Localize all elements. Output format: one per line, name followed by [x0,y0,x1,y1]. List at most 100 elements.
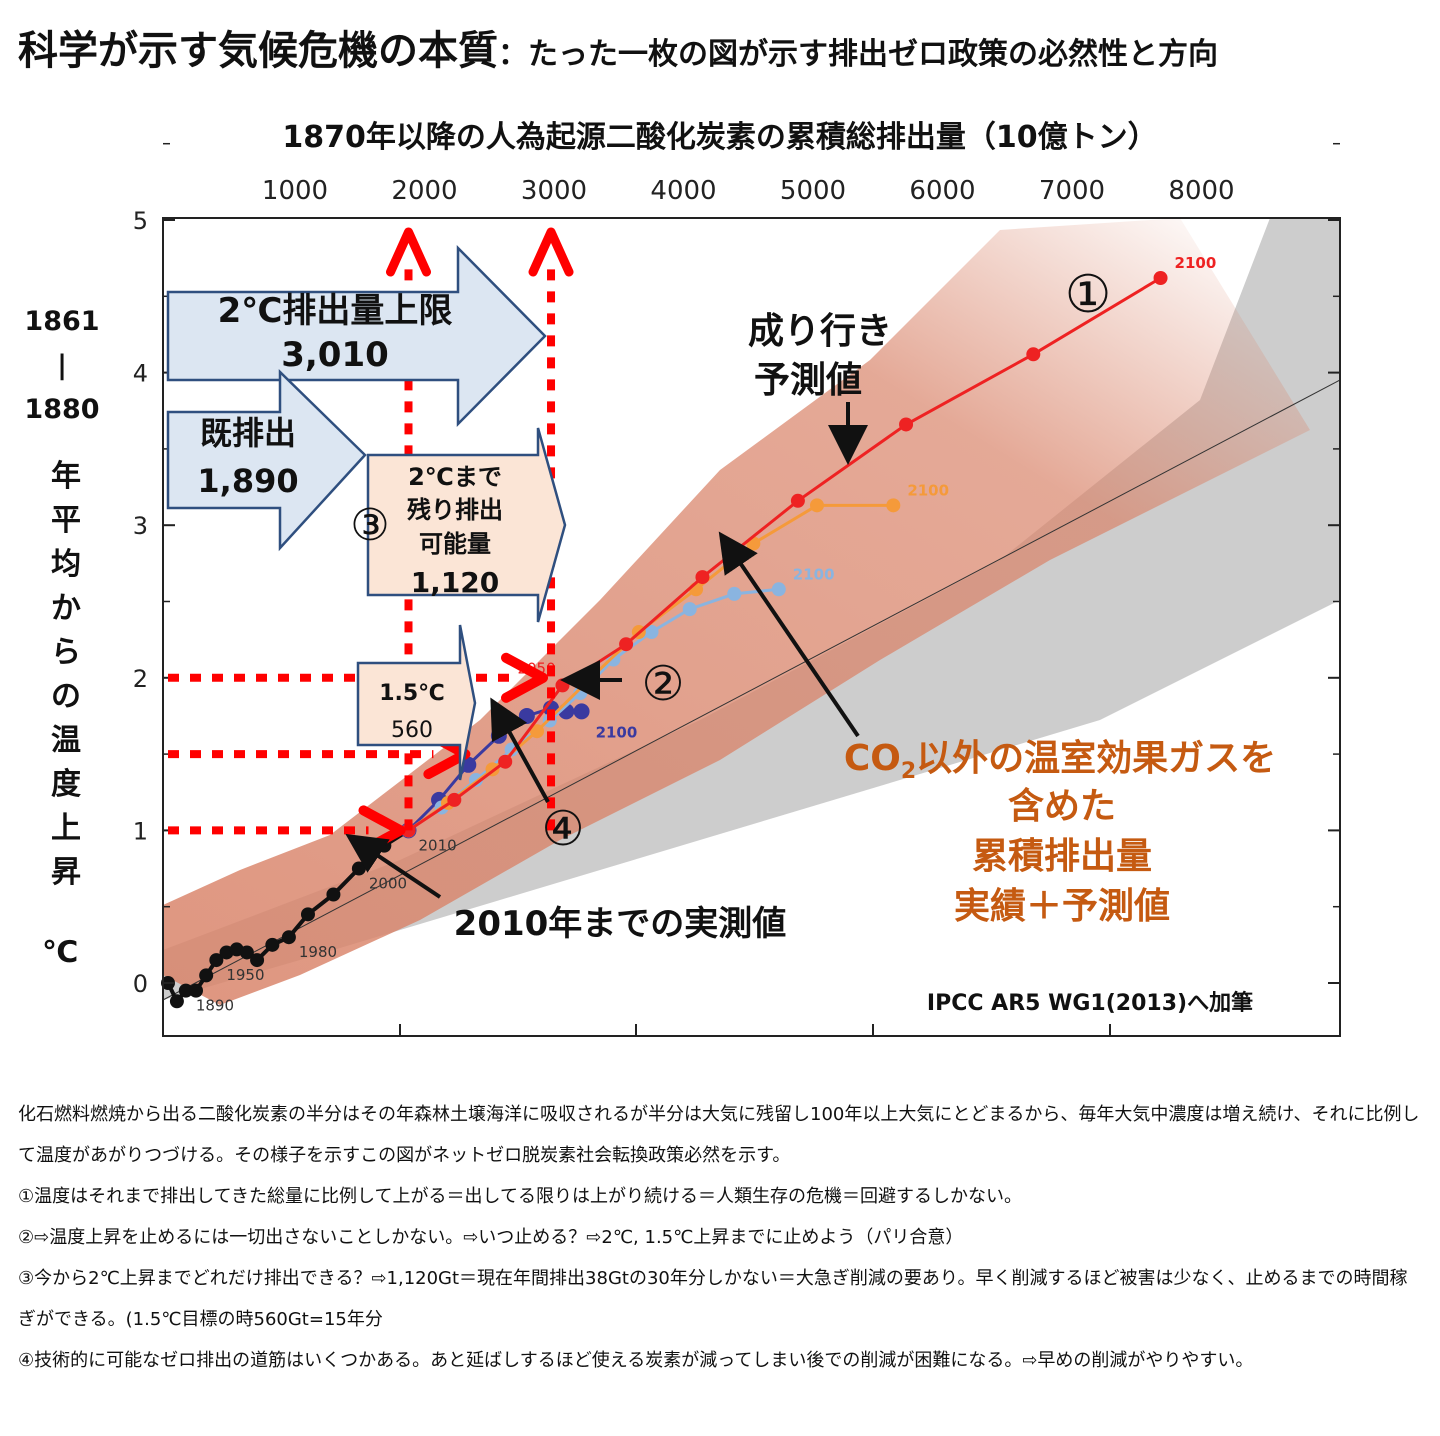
data-point-observed [326,887,341,902]
top-tick-label: 2000 [391,176,457,206]
notes: 化石燃料燃焼から出る二酸化炭素の半分はその年森林土壌海洋に吸収されるが半分は大気… [18,1094,1423,1381]
non-co2-label-sub: 2 [901,759,916,784]
data-point-observed [351,861,366,876]
series-end-label: 2100 [793,565,835,583]
series-line-rcp85 [407,276,1162,832]
y-label-year-end: 1880 [24,394,100,425]
data-point-rcp85 [498,754,513,769]
black-arrow-4 [490,697,550,803]
data-point-rcp45 [682,602,697,617]
red-arrowhead-right [501,652,549,703]
top-tick-label: 5000 [780,176,846,206]
note-paragraph: ②⇨温度上昇を止めるには一切出さないことしかない。⇨いつ止める？⇨2℃, 1.5… [18,1227,964,1248]
data-point-observed [250,953,265,968]
box-15c-value: 560 [391,718,433,743]
series-end-label: 2100 [596,723,638,741]
circle-number-3: ③ [350,500,389,551]
data-point-rcp26 [518,707,535,724]
central-trend-line [163,379,1340,1001]
note-paragraph: 化石燃料燃焼から出る二酸化炭素の半分はその年森林土壌海洋に吸収されるが半分は大気… [18,1104,1420,1166]
arrow-emitted [166,369,367,552]
y-tick-label: 4 [133,360,148,388]
y-axis-label-years: 1861 | 1880 [20,300,104,432]
top-tick-label: 4000 [650,176,716,206]
plot-frame [162,217,1341,1037]
arrow-remaining [366,427,567,623]
data-point-rcp45 [644,625,659,640]
y-label-char: 上 [51,811,81,846]
box-remaining-line: 残り排出 [407,496,503,524]
y-label-char: 年 [51,459,81,494]
box-emitted-value: 1,890 [197,462,298,500]
data-point-observed [169,994,184,1009]
data-point-rcp85 [619,637,634,652]
data-point-observed [265,937,280,952]
box-remaining-line: 2℃まで [408,463,502,491]
data-point-observed [199,968,214,983]
y-label-year-start: 1861 [24,306,100,337]
y-tick-label: 3 [133,512,148,540]
circle-number-1: ① [1065,265,1112,325]
year-label: 2000 [369,875,407,893]
box-2c-limit-value: 3,010 [281,335,389,375]
box-2c-limit-label: 2℃排出量上限 [218,291,453,331]
observed-label: 2010年までの実測値 [454,904,787,944]
page-title: 科学が示す気候危機の本質：たった一枚の図が示す排出ゼロ政策の必然性と方向 [18,18,1218,76]
y-axis-unit: ℃ [42,935,79,970]
non-co2-label-rest: 以外の温室効果ガスを [916,738,1276,779]
data-point-rcp85 [1026,347,1041,362]
note-paragraph: ①温度はそれまで排出してきた総量に比例して上がる＝出してる限りは上がり続ける＝人… [18,1186,1022,1207]
top-tick-label: 3000 [521,176,587,206]
bau-label-line: 成り行き [748,311,892,352]
box-remaining-value: 1,120 [411,566,500,599]
non-co2-label-line: CO2以外の温室効果ガスを [844,738,1276,784]
box-15c-label: 1.5℃ [379,681,445,706]
y-label-year-sep: | [57,350,67,381]
y-tick-label: 0 [133,970,148,998]
data-point-rcp85 [695,570,710,585]
title-sub: ：たった一枚の図が示す排出ゼロ政策の必然性と方向 [498,37,1218,72]
data-point-rcp85 [790,493,805,508]
black-arrow-non-co2 [718,531,860,738]
data-point-observed [178,983,193,998]
y-label-char: の [51,679,81,714]
bau-label-line: 予測値 [754,360,862,401]
data-point-observed [300,907,315,922]
y-label-char: 度 [51,767,81,802]
y-label-char: ら [51,635,81,670]
top-axis-title: 1870年以降の人為起源二酸化炭素の累積総排出量（10億トン） [282,120,1158,155]
data-point-rcp45 [727,586,742,601]
data-point-rcp85 [1153,270,1168,285]
circle-number-2: ② [641,656,684,712]
y-tick-label: 1 [133,817,148,845]
title-main: 科学が示す気候危機の本質 [18,28,498,74]
arrow-2c-limit [166,244,547,428]
y-label-char: か [51,591,81,626]
note-paragraph: ④技術的に可能なゼロ排出の道筋はいくつかある。あと延ばしするほど使える炭素が減っ… [18,1350,1254,1371]
series-end-label: 2100 [907,481,949,499]
red-arrowhead-up [386,227,432,277]
data-point-rcp26 [490,727,507,744]
source-label: IPCC AR5 WG1(2013)へ加筆 [927,990,1253,1016]
data-point-rcp85 [899,417,914,432]
note-paragraph: ③今から2℃上昇までどれだけ排出できる？⇨1,120Gt＝現在年間排出38Gtの… [18,1268,1408,1330]
data-point-rcp60 [809,498,824,513]
black-arrow-observed [345,833,442,899]
arrow-15c [356,624,477,781]
y-label-char: 昇 [51,855,81,890]
top-tick-label: 6000 [909,176,975,206]
data-point-rcp85 [447,792,462,807]
y-label-char: 平 [51,503,81,538]
top-tick-label: 8000 [1168,176,1234,206]
red-arrowhead-up [528,227,574,277]
y-label-char: 均 [51,547,81,582]
top-tick-label: 1000 [262,176,328,206]
series-end-label: 2100 [1175,254,1217,272]
year-label: 2010 [419,836,457,854]
data-point-observed [209,953,224,968]
non-co2-label-line: 含めた [1008,786,1116,827]
data-point-observed [281,930,296,945]
non-co2-label-line: 実績＋予測値 [954,886,1170,927]
y-tick-label: 2 [133,665,148,693]
data-point-observed [188,983,203,998]
